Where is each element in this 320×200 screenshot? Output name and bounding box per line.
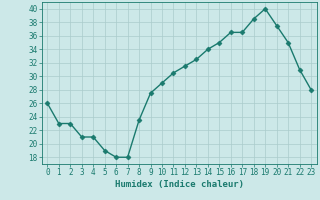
X-axis label: Humidex (Indice chaleur): Humidex (Indice chaleur) xyxy=(115,180,244,189)
